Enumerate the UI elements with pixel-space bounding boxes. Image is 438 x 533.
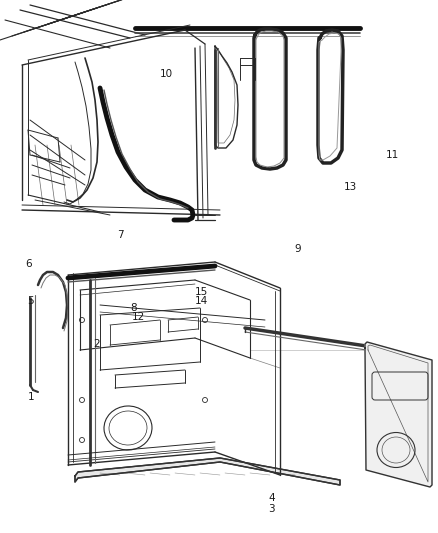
Text: 8: 8 xyxy=(130,303,137,313)
Polygon shape xyxy=(365,342,432,487)
Text: 12: 12 xyxy=(131,312,145,322)
Text: 13: 13 xyxy=(344,182,357,191)
Circle shape xyxy=(202,398,208,402)
Text: 11: 11 xyxy=(385,150,399,159)
Circle shape xyxy=(202,318,208,322)
Text: 15: 15 xyxy=(195,287,208,297)
Text: 2: 2 xyxy=(93,339,100,349)
Text: 7: 7 xyxy=(117,230,124,239)
Text: 6: 6 xyxy=(25,259,32,269)
Circle shape xyxy=(80,438,85,442)
Text: 3: 3 xyxy=(268,504,275,514)
Circle shape xyxy=(80,398,85,402)
Polygon shape xyxy=(75,458,340,485)
Circle shape xyxy=(80,318,85,322)
Text: 5: 5 xyxy=(27,296,34,306)
Text: 14: 14 xyxy=(195,296,208,306)
Text: 10: 10 xyxy=(160,69,173,78)
Text: 1: 1 xyxy=(27,392,34,402)
Text: 4: 4 xyxy=(268,494,275,503)
Text: 9: 9 xyxy=(294,245,301,254)
